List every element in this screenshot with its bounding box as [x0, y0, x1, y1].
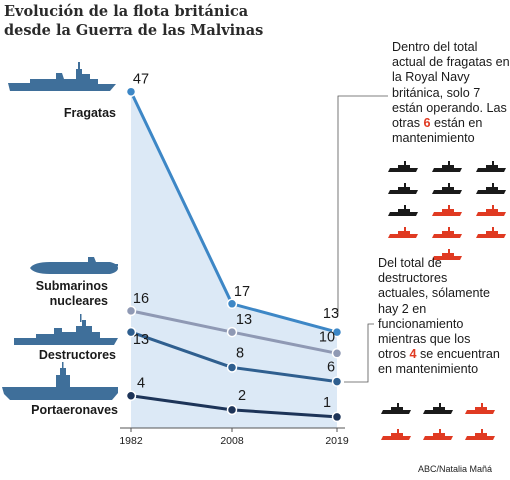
value-label-fragatas-2008: 17 [234, 284, 250, 300]
point-destructores-2008 [226, 362, 238, 373]
chart-title-line-2: desde la Guerra de las Malvinas [4, 22, 264, 39]
value-label-destructores-1982: 13 [133, 332, 149, 348]
fragata-ship-icon-operating [388, 183, 418, 194]
fragatas-annotation-tail: están en mantenimiento [392, 116, 483, 146]
value-label-fragatas-1982: 47 [133, 72, 149, 88]
annotation-connectors [337, 95, 388, 383]
fragata-ship-icon-maintenance [432, 249, 462, 260]
destroyer-ship-icon [14, 314, 118, 345]
fragatas-status-icons [388, 161, 506, 260]
label-submarinos-line-1: Submarinos [36, 279, 108, 293]
value-label-submarinos-nucleares-2008: 13 [236, 312, 252, 328]
value-labels: 47 17 13 16 13 10 13 8 6 4 2 1 [133, 72, 339, 411]
destructores-status-icons [381, 403, 495, 440]
destructores-annotation: Del total de destructores actuales, sóla… [378, 256, 500, 378]
fragata-ship-icon-maintenance [388, 227, 418, 238]
chart-title: Evolución de la flota británica desde la… [4, 2, 304, 40]
label-fragatas: Fragatas [64, 106, 116, 120]
source-credit: ABC/Natalia Mañá [418, 464, 493, 474]
value-label-destructores-2008: 8 [236, 345, 244, 361]
destructor-ship-icon-maintenance [465, 429, 495, 440]
fragata-ship-icon-operating [476, 183, 506, 194]
fragata-ship-icon-operating [432, 183, 462, 194]
destructores-maintenance-count: 4 [409, 347, 417, 362]
label-destructores: Destructores [39, 348, 116, 362]
frigate-ship-icon [8, 62, 116, 91]
destructor-ship-icon-operating [381, 403, 411, 414]
point-submarinos-nucleares-1982 [125, 305, 137, 317]
point-destructores-1982 [125, 326, 137, 338]
x-tick-label-1982: 1982 [119, 435, 143, 447]
aircraft-carrier-icon [2, 362, 118, 400]
fragatas-note-connector [337, 95, 388, 315]
point-fragatas-1982 [125, 86, 137, 97]
value-label-destructores-2019: 6 [327, 360, 335, 376]
x-axis: 1982 2008 2019 [119, 427, 349, 447]
destructores-note-connector [344, 323, 374, 383]
destructores-annotation-text: Del total de destructores actuales, sóla… [378, 256, 491, 362]
destructores-annotation-tail: se encuentran en mantenimiento [378, 347, 500, 377]
fragatas-annotation-text: Dentro del total actual de fragatas en l… [392, 40, 510, 131]
point-portaeronaves-2019 [331, 411, 343, 423]
label-submarinos-line-2: nucleares [50, 294, 108, 308]
x-tick-label-2019: 2019 [325, 435, 349, 447]
chart-title-line-1: Evolución de la flota británica [4, 3, 249, 20]
point-fragatas-2019 [331, 326, 343, 338]
value-label-submarinos-nucleares-1982: 16 [133, 291, 149, 307]
fragata-ship-icon-maintenance [432, 227, 462, 238]
fragata-ship-icon-maintenance [432, 205, 462, 216]
submarine-icon [30, 257, 118, 274]
point-portaeronaves-1982 [125, 390, 137, 401]
point-destructores-2019 [331, 376, 343, 387]
destructor-ship-icon-operating [423, 403, 453, 414]
value-label-portaeronaves-2008: 2 [238, 388, 246, 404]
destructor-ship-icon-maintenance [423, 429, 453, 440]
value-label-submarinos-nucleares-2019: 10 [319, 329, 335, 345]
value-label-fragatas-2019: 13 [323, 306, 339, 322]
fragatas-annotation: Dentro del total actual de fragatas en l… [392, 40, 510, 146]
fragata-ship-icon-operating [388, 205, 418, 216]
series-layer [125, 86, 343, 423]
point-submarinos-nucleares-2008 [226, 326, 238, 338]
value-label-portaeronaves-2019: 1 [323, 395, 331, 411]
destructor-ship-icon-maintenance [465, 403, 495, 414]
destructor-ship-icon-maintenance [381, 429, 411, 440]
point-submarinos-nucleares-2019 [331, 348, 343, 359]
point-portaeronaves-2008 [226, 404, 238, 416]
point-fragatas-2008 [226, 298, 238, 310]
fragata-ship-icon-maintenance [476, 227, 506, 238]
x-tick-label-2008: 2008 [220, 435, 244, 447]
fragata-ship-icon-operating [388, 161, 418, 172]
fragatas-maintenance-count: 6 [423, 116, 431, 131]
label-portaeronaves: Portaeronaves [31, 403, 118, 417]
fragata-ship-icon-operating [476, 161, 506, 172]
fragata-ship-icon-maintenance [476, 205, 506, 216]
value-label-portaeronaves-1982: 4 [137, 376, 145, 392]
fragata-ship-icon-operating [432, 161, 462, 172]
